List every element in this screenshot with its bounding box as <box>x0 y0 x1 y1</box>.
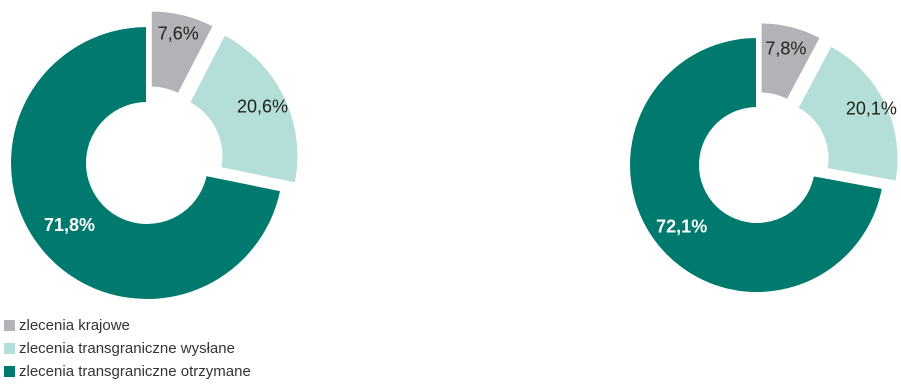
legend-item-otrzymane: zlecenia transgraniczne otrzymane <box>4 360 251 383</box>
donut-chart-1: 7,6% 20,6% 71,8% <box>9 9 300 301</box>
legend-swatch-otrzymane <box>4 366 15 377</box>
donut-2-label-wyslane: 20,1% <box>846 99 897 119</box>
donut-2-label-krajowe: 7,8% <box>765 38 806 58</box>
legend-label-wyslane: zlecenia transgraniczne wysłane <box>19 340 235 357</box>
donut-2-slice-otrzymane <box>628 35 885 294</box>
donut-1-label-krajowe: 7,6% <box>158 23 199 43</box>
donut-2-slice-wyslane <box>795 44 900 183</box>
donut-1-slice-krajowe <box>149 9 216 96</box>
donut-2-label-otrzymane: 72,1% <box>656 216 707 236</box>
legend-item-wyslane: zlecenia transgraniczne wysłane <box>4 337 251 360</box>
donut-1-label-wyslane: 20,6% <box>237 97 288 117</box>
legend-swatch-wyslane <box>4 343 15 354</box>
legend-swatch-krajowe <box>4 320 15 331</box>
legend: zlecenia krajowe zlecenia transgraniczne… <box>4 314 251 383</box>
donut-1-slice-wyslane <box>187 33 300 185</box>
legend-item-krajowe: zlecenia krajowe <box>4 314 251 337</box>
legend-label-otrzymane: zlecenia transgraniczne otrzymane <box>19 363 251 380</box>
donut-chart-2: 7,8% 20,1% 72,1% <box>628 21 900 294</box>
donut-1-slice-otrzymane <box>9 24 283 301</box>
legend-label-krajowe: zlecenia krajowe <box>19 317 130 334</box>
donut-1-label-otrzymane: 71,8% <box>44 215 95 235</box>
donut-2-slice-krajowe <box>759 21 823 102</box>
